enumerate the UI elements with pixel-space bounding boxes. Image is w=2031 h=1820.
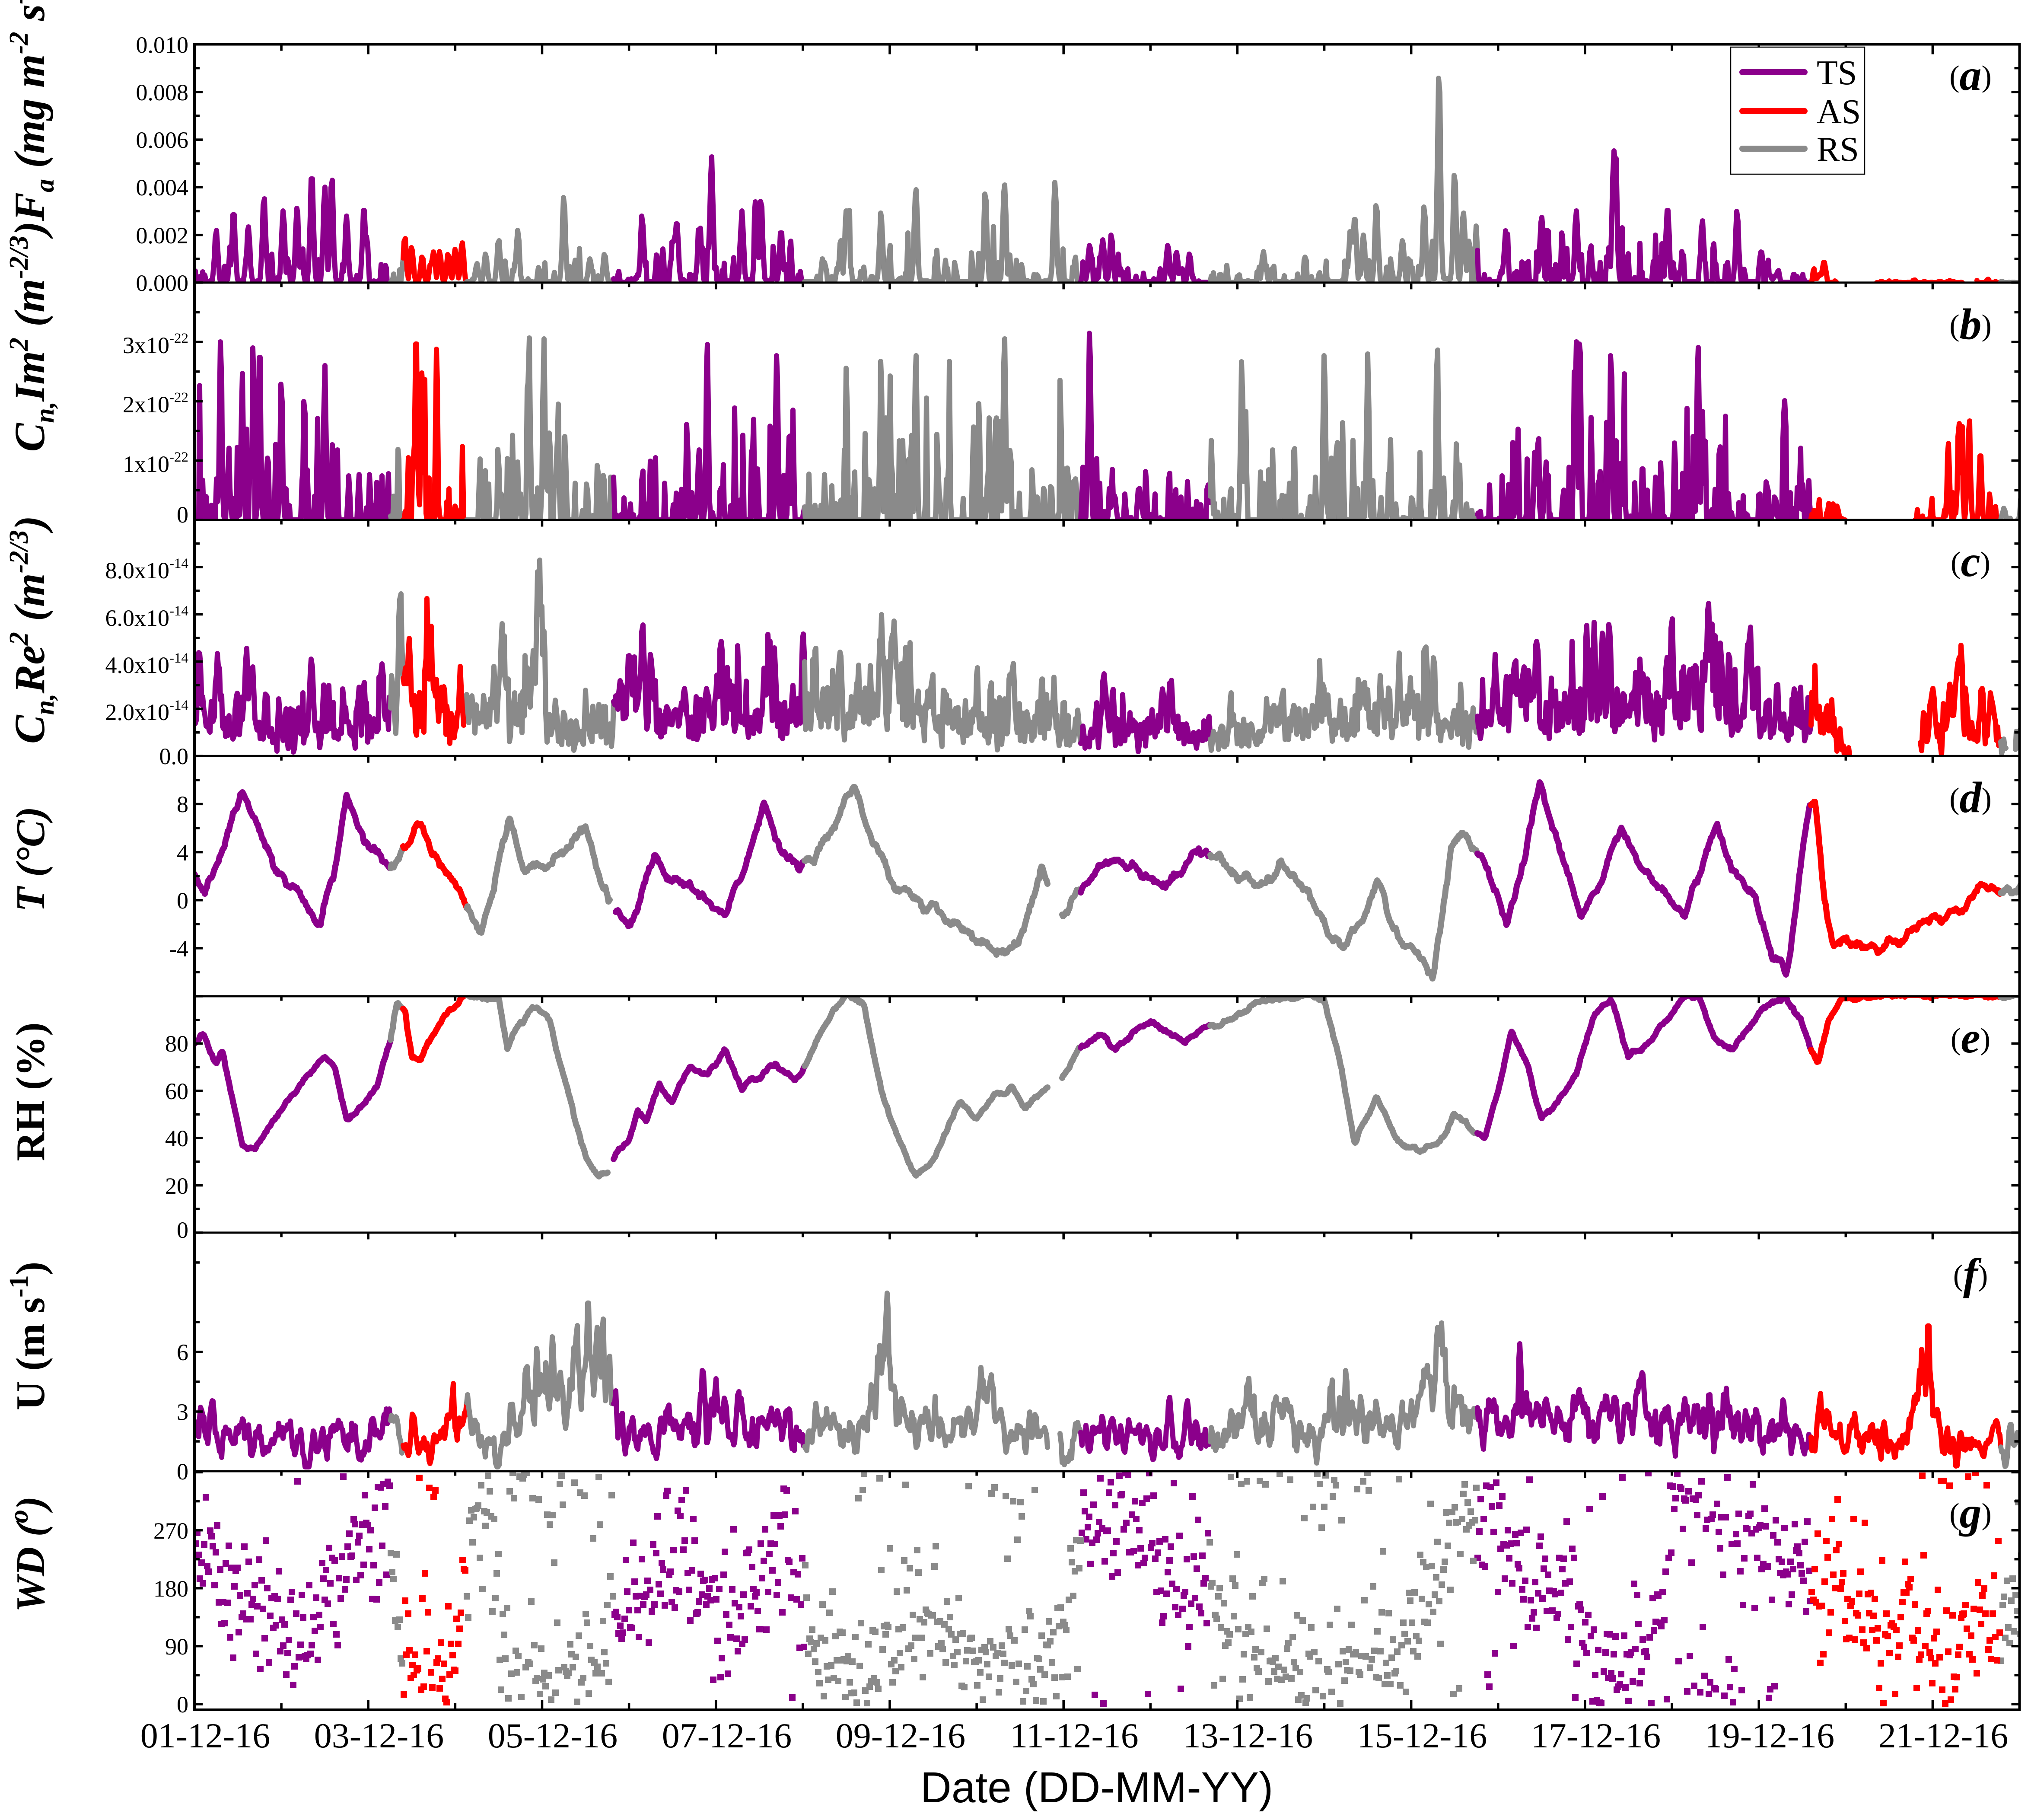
svg-text:40: 40 bbox=[165, 1125, 188, 1151]
svg-text:0: 0 bbox=[177, 1459, 188, 1485]
svg-text:0.008: 0.008 bbox=[136, 80, 189, 105]
svg-text:60: 60 bbox=[165, 1078, 188, 1104]
svg-text:21-12-16: 21-12-16 bbox=[1878, 1716, 2009, 1755]
svg-text:0: 0 bbox=[177, 888, 188, 914]
svg-text:Cn,Im2 (m-2/3)Fa (mg m-2 s-1): Cn,Im2 (m-2/3)Fa (mg m-2 s-1) bbox=[4, 0, 60, 452]
svg-text:AS: AS bbox=[1817, 93, 1861, 131]
svg-text:Cn,Re2 (m-2/3): Cn,Re2 (m-2/3) bbox=[4, 516, 60, 744]
svg-text:90: 90 bbox=[165, 1634, 188, 1660]
svg-text:270: 270 bbox=[153, 1518, 188, 1544]
svg-text:09-12-16: 09-12-16 bbox=[836, 1716, 966, 1755]
svg-text:0.004: 0.004 bbox=[136, 175, 189, 201]
svg-text:T (°C): T (°C) bbox=[8, 806, 53, 912]
svg-text:07-12-16: 07-12-16 bbox=[662, 1716, 792, 1755]
svg-text:WD (o): WD (o) bbox=[4, 1496, 53, 1613]
svg-text:180: 180 bbox=[153, 1576, 188, 1602]
svg-text:RS: RS bbox=[1817, 131, 1859, 169]
svg-text:8: 8 bbox=[177, 791, 188, 817]
svg-text:11-12-16: 11-12-16 bbox=[1010, 1716, 1139, 1755]
svg-text:TS: TS bbox=[1817, 54, 1857, 92]
svg-text:13-12-16: 13-12-16 bbox=[1183, 1716, 1313, 1755]
svg-text:0.010: 0.010 bbox=[136, 32, 189, 58]
svg-text:0: 0 bbox=[177, 1692, 188, 1718]
svg-text:0.002: 0.002 bbox=[136, 223, 189, 249]
svg-text:4: 4 bbox=[177, 840, 188, 866]
svg-text:05-12-16: 05-12-16 bbox=[488, 1716, 618, 1755]
svg-text:0: 0 bbox=[177, 1217, 188, 1243]
svg-text:0: 0 bbox=[177, 502, 188, 528]
svg-text:20: 20 bbox=[165, 1173, 188, 1199]
svg-text:3: 3 bbox=[177, 1399, 188, 1425]
svg-text:01-12-16: 01-12-16 bbox=[140, 1716, 271, 1755]
svg-text:(a): (a) bbox=[1949, 51, 1992, 100]
svg-text:0.000: 0.000 bbox=[136, 270, 189, 296]
svg-text:0.0: 0.0 bbox=[159, 743, 189, 769]
svg-text:U (m s-1): U (m s-1) bbox=[4, 1262, 53, 1410]
svg-text:03-12-16: 03-12-16 bbox=[314, 1716, 444, 1755]
svg-text:6: 6 bbox=[177, 1339, 188, 1365]
svg-text:19-12-16: 19-12-16 bbox=[1705, 1716, 1835, 1755]
svg-text:-4: -4 bbox=[169, 936, 188, 962]
svg-text:RH (%): RH (%) bbox=[8, 1022, 53, 1161]
svg-text:Date (DD-MM-YY): Date (DD-MM-YY) bbox=[920, 1763, 1273, 1812]
svg-text:15-12-16: 15-12-16 bbox=[1357, 1716, 1487, 1755]
svg-text:17-12-16: 17-12-16 bbox=[1531, 1716, 1661, 1755]
svg-text:80: 80 bbox=[165, 1031, 188, 1057]
svg-text:0.006: 0.006 bbox=[136, 127, 189, 153]
